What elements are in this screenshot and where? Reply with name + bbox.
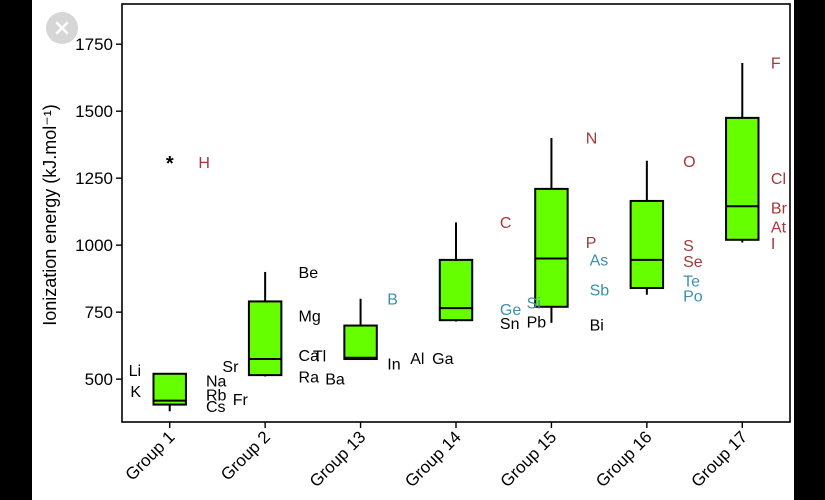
element-label: Tl xyxy=(313,348,326,365)
element-label: H xyxy=(198,155,210,172)
element-label: Si xyxy=(527,295,541,312)
element-label: Ra xyxy=(299,370,320,387)
box xyxy=(438,258,474,322)
element-label: B xyxy=(387,291,398,308)
element-label: Se xyxy=(683,254,703,271)
y-tick-label: 1500 xyxy=(75,102,113,121)
x-tick-label: Group 1 xyxy=(122,427,179,484)
element-label: K xyxy=(130,384,141,401)
x-tick-label: Group 16 xyxy=(592,427,656,491)
element-label: Li xyxy=(129,363,141,380)
element-label: Fr xyxy=(233,392,249,409)
element-label: N xyxy=(586,130,598,147)
element-label: Na xyxy=(206,373,227,390)
element-label: S xyxy=(683,238,694,255)
box xyxy=(152,372,187,406)
y-tick-label: 1750 xyxy=(75,35,113,54)
element-label: At xyxy=(771,219,787,236)
element-label: In xyxy=(387,357,400,374)
element-label: Sb xyxy=(590,283,610,300)
element-label: I xyxy=(771,236,775,253)
x-tick-label: Group 14 xyxy=(401,427,465,491)
box xyxy=(247,300,283,377)
box xyxy=(725,116,760,241)
element-label: C xyxy=(500,215,512,232)
element-label: As xyxy=(590,252,609,269)
y-tick-label: 750 xyxy=(85,303,113,322)
element-label: Te xyxy=(683,273,700,290)
close-icon xyxy=(55,21,69,35)
y-axis-label: Ionization energy (kJ.mol⁻¹) xyxy=(40,104,60,326)
close-button[interactable] xyxy=(46,12,78,44)
element-label: Po xyxy=(683,289,703,306)
x-tick-label: Group 17 xyxy=(688,427,752,491)
element-label: Sr xyxy=(222,359,239,376)
element-label: Pb xyxy=(527,314,547,331)
box xyxy=(534,187,569,308)
element-label: Ca xyxy=(299,348,320,365)
y-tick-label: 1000 xyxy=(75,236,113,255)
y-tick-label: 500 xyxy=(85,370,113,389)
outlier-marker: * xyxy=(166,153,174,175)
element-label: Ba xyxy=(325,371,345,388)
element-label: F xyxy=(771,56,781,73)
element-label: Ge xyxy=(500,302,521,319)
y-tick-label: 1250 xyxy=(75,169,113,188)
x-tick-label: Group 13 xyxy=(306,427,370,491)
x-tick-label: Group 2 xyxy=(217,427,274,484)
element-label: Bi xyxy=(590,318,604,335)
element-label: Cl xyxy=(771,171,786,188)
chart-area: 500 750 1000 1250 1500 1750 Ionization energy … xyxy=(32,0,794,500)
element-label: Mg xyxy=(299,308,321,325)
element-label: Be xyxy=(299,265,319,282)
element-label: O xyxy=(683,154,695,171)
element-label: Cs xyxy=(206,399,226,416)
element-label: P xyxy=(586,235,597,252)
element-label: Ga xyxy=(432,351,453,368)
x-tick-label: Group 15 xyxy=(497,427,561,491)
box xyxy=(629,199,665,290)
box xyxy=(343,324,378,361)
element-label: Br xyxy=(771,201,788,218)
element-label: Rb xyxy=(206,387,227,404)
element-label: Al xyxy=(410,351,424,368)
ionization-energy-boxplot: 500 750 1000 1250 1500 1750 Ionization energy … xyxy=(40,3,791,491)
element-label: Sn xyxy=(500,316,520,333)
